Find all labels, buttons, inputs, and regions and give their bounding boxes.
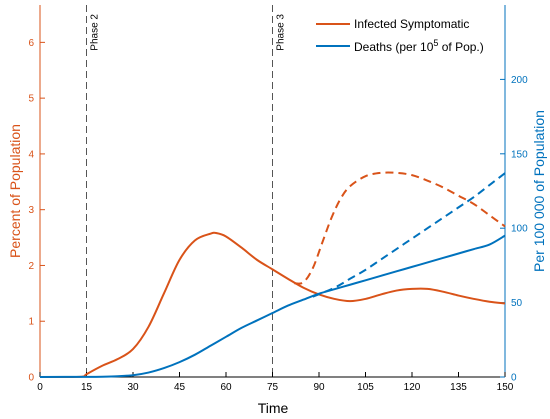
left-y-axis-label: Percent of Population (7, 124, 23, 258)
x-tick-label: 30 (127, 382, 139, 393)
left-y-tick-label: 1 (28, 317, 34, 328)
legend-label-infected: Infected Symptomatic (354, 17, 469, 31)
x-tick-label: 45 (174, 382, 186, 393)
legend: Infected Symptomatic Deaths (per 105 of … (316, 17, 484, 54)
legend-label-deaths-sup: 5 (433, 38, 438, 48)
series-line-1 (294, 171, 506, 285)
right-y-tick-label: 150 (511, 149, 528, 160)
x-tick-label: 120 (404, 382, 421, 393)
right-y-tick-label: 100 (511, 224, 528, 235)
series-line-3 (312, 172, 506, 298)
series-line-0 (39, 231, 506, 379)
left-y-tick-label: 6 (28, 38, 34, 49)
right-y-tick-label: 50 (511, 298, 523, 309)
series-layer (39, 171, 506, 379)
phase-label: Phase 3 (276, 14, 287, 51)
ticks-layer: 0 15 30 45 60 75 90 105 120 135 150012345605010015… (28, 38, 528, 393)
x-tick-label: 150 (497, 382, 514, 393)
x-tick-label: 60 (220, 382, 232, 393)
left-y-tick-label: 5 (28, 94, 34, 105)
x-tick-label: 90 (313, 382, 325, 393)
phase-lines-layer: Phase 2 Phase 3 (86, 5, 287, 377)
x-tick-label: 75 (267, 382, 279, 393)
legend-label-deaths: Deaths (per 105 of Pop.) (354, 38, 484, 54)
x-tick-label: 135 (450, 382, 467, 393)
right-y-tick-label: 200 (511, 75, 528, 86)
left-y-tick-label: 0 (28, 373, 34, 384)
right-y-axis-label: Per 100 000 of Population (531, 110, 547, 272)
x-tick-label: 15 (81, 382, 93, 393)
phase-label: Phase 2 (90, 14, 101, 51)
x-tick-label: 105 (357, 382, 374, 393)
right-y-tick-label: 0 (511, 373, 517, 384)
left-y-tick-label: 2 (28, 261, 34, 272)
left-y-tick-label: 3 (28, 205, 34, 216)
x-axis-label: Time (258, 400, 289, 416)
legend-label-deaths-end: of Pop.) (438, 40, 483, 54)
x-tick-label: 0 (37, 382, 43, 393)
legend-label-deaths-base: Deaths (per 10 (354, 40, 434, 54)
series-line-2 (39, 234, 506, 378)
left-y-tick-label: 4 (28, 149, 34, 160)
